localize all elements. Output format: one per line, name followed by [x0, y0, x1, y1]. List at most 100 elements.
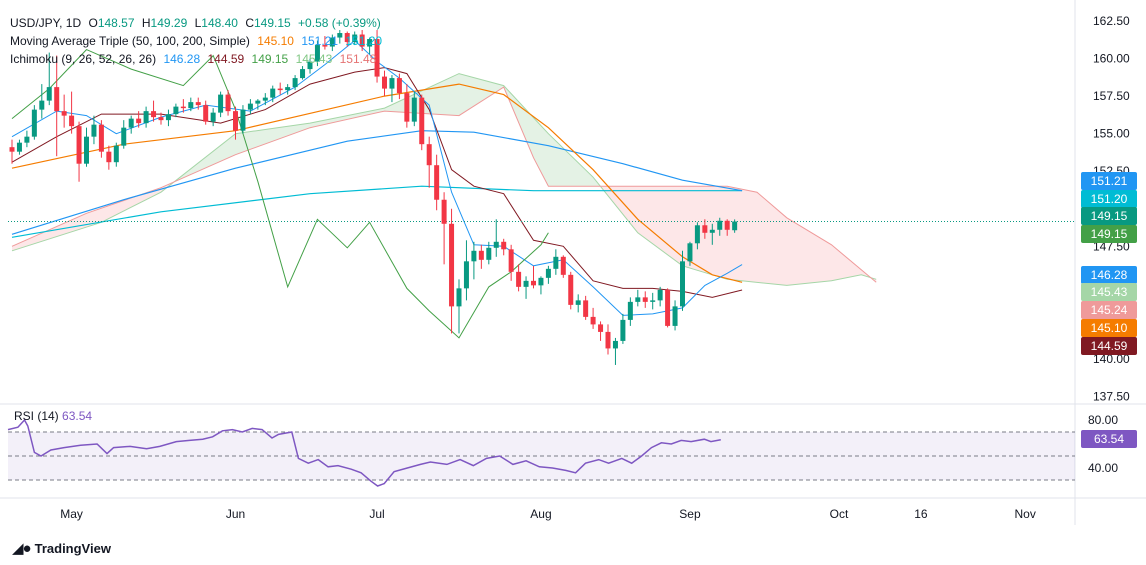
candle — [91, 115, 97, 145]
candle — [173, 103, 179, 118]
candle-body — [307, 61, 313, 70]
candle — [605, 324, 611, 355]
candle — [247, 99, 253, 115]
candle — [449, 208, 455, 334]
legend-ichimoku[interactable]: Ichimoku (9, 26, 52, 26, 26) 146.28 144.… — [10, 50, 380, 68]
candle — [396, 73, 402, 100]
candle — [419, 94, 425, 151]
x-tick-label: Sep — [679, 507, 701, 521]
ma200-value: 151.20 — [345, 34, 383, 48]
candle — [545, 265, 551, 284]
candle — [471, 241, 477, 280]
candle-body — [188, 102, 194, 109]
rsi-pane — [7, 418, 1075, 487]
candle-body — [382, 76, 387, 89]
candle — [538, 276, 544, 295]
candle-body — [39, 100, 45, 110]
lagging-value: 149.15 — [251, 52, 289, 66]
low-label: L — [194, 16, 202, 30]
price-tag: 149.15 — [1081, 225, 1137, 243]
candle — [441, 192, 447, 265]
candle-body — [635, 297, 641, 302]
cloud-bullish — [175, 73, 601, 187]
candle — [329, 34, 335, 52]
candle — [188, 97, 194, 112]
y-tick-label: 140.00 — [1093, 352, 1130, 366]
candle — [307, 58, 313, 74]
candle-body — [374, 39, 380, 77]
candle-body — [158, 117, 164, 121]
candle — [203, 100, 209, 125]
brand-name: TradingView — [34, 541, 111, 556]
candle-body — [69, 115, 75, 127]
candle-body — [344, 33, 350, 43]
candle — [724, 219, 730, 236]
price-tag: 145.10 — [1081, 319, 1137, 337]
candle — [635, 289, 641, 307]
candle — [322, 36, 328, 50]
candle-body — [612, 340, 618, 349]
span-a-value: 145.43 — [295, 52, 333, 66]
candle-body — [396, 78, 402, 94]
candle — [709, 223, 715, 245]
candle-body — [24, 136, 30, 143]
candle — [434, 154, 440, 211]
candle-body — [426, 144, 432, 166]
ichimoku-cloud — [12, 73, 877, 286]
candle — [516, 264, 522, 292]
candle — [31, 105, 37, 140]
symbol-label[interactable]: USD/JPY, 1D — [10, 16, 82, 30]
close-label: C — [245, 16, 254, 30]
y-tick-label: 155.00 — [1093, 127, 1130, 141]
sma100-line — [11, 130, 743, 235]
candle — [218, 91, 224, 118]
candle-body — [434, 165, 440, 200]
candle — [732, 219, 738, 233]
candle — [493, 219, 499, 257]
x-tick-label: 16 — [914, 507, 928, 521]
candle — [456, 279, 462, 334]
candle — [463, 240, 469, 301]
candle — [575, 294, 581, 313]
candle-body — [680, 261, 685, 307]
rsi-legend[interactable]: RSI (14) 63.54 — [14, 409, 92, 423]
candle-body — [113, 145, 119, 163]
candle — [382, 70, 387, 97]
candle — [717, 217, 723, 236]
candle-body — [91, 124, 97, 137]
candle-body — [247, 103, 253, 110]
span-b-value: 151.48 — [339, 52, 377, 66]
candle-body — [657, 289, 663, 301]
cloud-bearish — [12, 180, 176, 251]
senkou-span-b-line — [11, 86, 877, 283]
candle-body — [322, 45, 328, 47]
candle — [180, 99, 186, 113]
candle-body — [233, 111, 238, 131]
legend-ohlc: USD/JPY, 1D O148.57 H149.29 L148.40 C149… — [10, 14, 385, 32]
candle — [113, 142, 119, 167]
candle-body — [165, 114, 171, 121]
candle-body — [54, 87, 60, 112]
candle-body — [173, 106, 179, 115]
candle-body — [627, 301, 633, 320]
candle-body — [419, 97, 425, 145]
candle-body — [151, 111, 157, 118]
rsi-tick-label: 40.00 — [1088, 461, 1118, 475]
legend-ma[interactable]: Moving Average Triple (50, 100, 200, Sim… — [10, 32, 386, 50]
candle — [255, 99, 261, 110]
x-tick-label: May — [60, 507, 83, 521]
candle — [583, 295, 589, 320]
candle-body — [508, 249, 514, 272]
candle — [486, 241, 492, 265]
candle — [240, 105, 246, 134]
candle — [300, 66, 306, 80]
candle — [314, 40, 320, 67]
tradingview-brand[interactable]: ◢● TradingView — [12, 539, 111, 557]
candle-body — [687, 243, 693, 262]
candle-body — [76, 126, 82, 164]
candle — [411, 91, 417, 127]
candle — [165, 109, 171, 127]
price-tag: 145.24 — [1081, 301, 1137, 319]
candle-body — [516, 271, 522, 287]
candle-body — [262, 97, 268, 101]
